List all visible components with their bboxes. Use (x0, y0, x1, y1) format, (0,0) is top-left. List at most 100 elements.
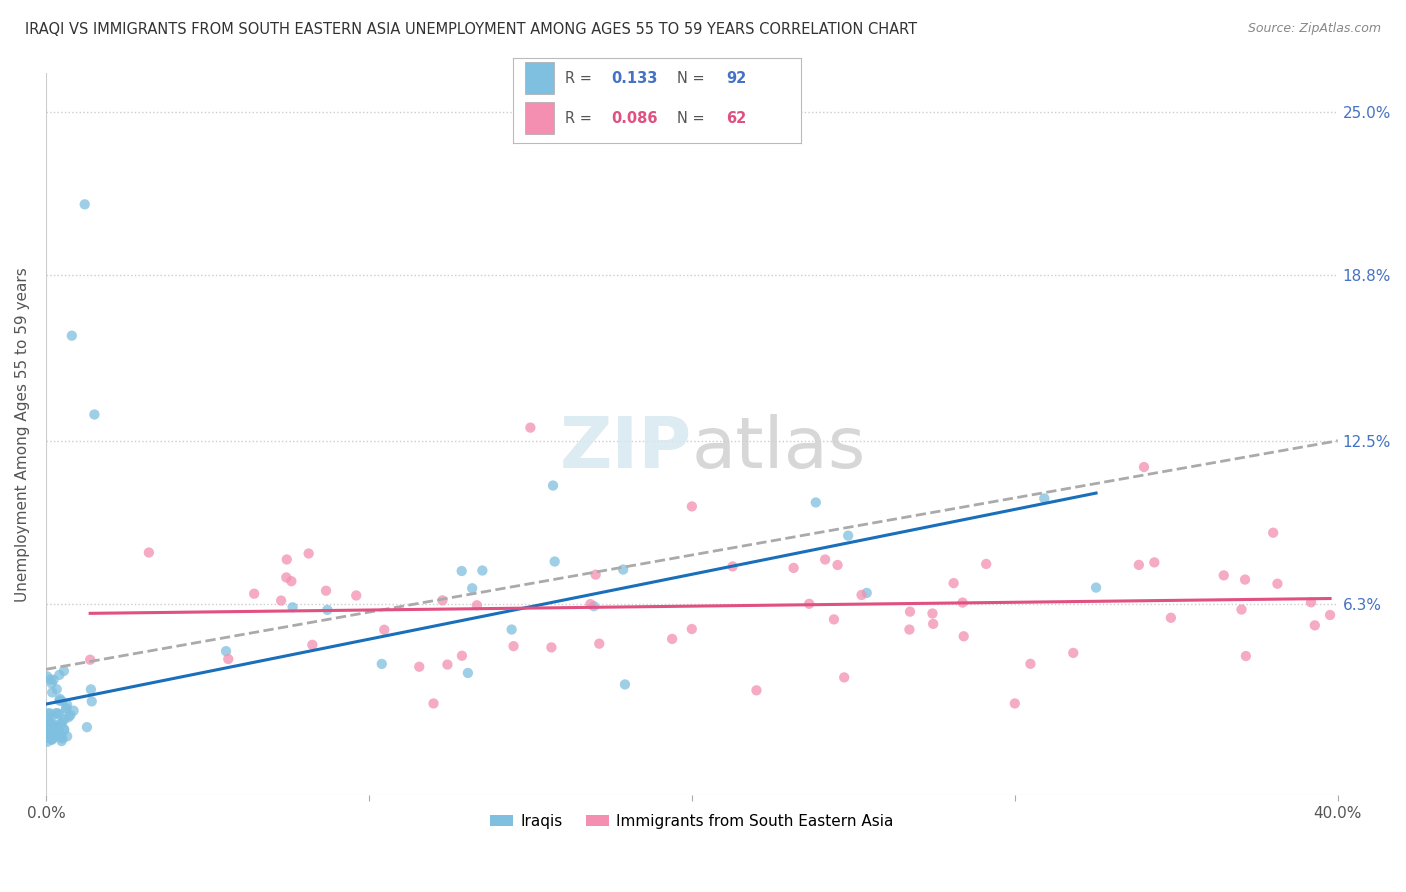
Point (37, 669, 59, 683)
Point (55, 701, 77, 715)
Point (408, 659, 430, 673)
Point (898, 605, 921, 619)
Point (39, 728, 62, 742)
Point (56, 698, 79, 712)
Point (942, 576, 965, 591)
Point (921, 607, 943, 621)
Point (1133, 460, 1156, 475)
Point (501, 623, 523, 637)
Point (1062, 646, 1084, 660)
Point (42, 719, 65, 733)
Point (1299, 595, 1322, 609)
Point (502, 639, 524, 653)
Point (51, 734, 73, 748)
Point (58, 710, 80, 724)
Text: atlas: atlas (692, 414, 866, 483)
Point (215, 644, 238, 658)
Point (38, 724, 60, 739)
Bar (524, 62, 554, 95)
Point (48, 668, 70, 682)
Point (721, 559, 744, 574)
Point (39, 721, 62, 735)
Point (451, 648, 474, 663)
Point (35, 721, 58, 735)
Point (1212, 568, 1234, 582)
Point (49, 729, 72, 743)
Point (1267, 576, 1289, 591)
Point (344, 589, 367, 603)
Point (952, 596, 974, 610)
Point (48, 691, 70, 706)
Point (1033, 491, 1056, 506)
Point (37, 713, 59, 727)
Point (799, 597, 821, 611)
Point (1019, 657, 1042, 671)
Point (39, 673, 62, 687)
Point (49, 730, 72, 744)
Point (243, 587, 266, 601)
Point (39, 731, 62, 746)
Point (298, 547, 321, 561)
Point (450, 564, 472, 578)
Point (60, 328, 83, 343)
Point (37, 706, 59, 721)
Point (46, 706, 69, 721)
Point (138, 545, 160, 559)
Point (73, 197, 96, 211)
Point (1085, 581, 1108, 595)
Point (541, 478, 564, 492)
Point (851, 588, 873, 602)
Point (46, 724, 69, 739)
Point (37, 727, 59, 741)
Point (48, 720, 70, 734)
Point (51, 731, 73, 746)
Point (276, 570, 298, 584)
Point (35, 722, 58, 736)
Point (519, 420, 541, 434)
Point (38, 717, 60, 731)
Point (46, 723, 69, 738)
Point (41, 685, 63, 699)
Point (281, 600, 304, 615)
Point (51, 694, 73, 708)
Point (37, 731, 59, 745)
Point (432, 593, 454, 607)
Point (540, 640, 562, 655)
Point (855, 586, 877, 600)
Point (681, 500, 703, 514)
Point (612, 562, 634, 576)
Point (837, 528, 859, 542)
Point (42, 673, 65, 687)
Point (898, 623, 921, 637)
Point (457, 665, 479, 680)
Text: 0.086: 0.086 (612, 111, 658, 126)
Point (952, 629, 974, 643)
Point (41, 709, 63, 723)
Point (44, 718, 66, 732)
Point (35, 729, 58, 743)
Point (922, 616, 945, 631)
Point (217, 652, 239, 666)
Point (588, 637, 610, 651)
Point (53, 723, 76, 738)
Point (782, 561, 804, 575)
Point (53, 712, 76, 726)
Point (41, 676, 63, 690)
Point (745, 683, 768, 698)
Point (37, 721, 59, 735)
Point (614, 677, 637, 691)
Point (661, 632, 683, 646)
Point (37, 724, 59, 739)
Point (316, 603, 339, 617)
Point (1230, 602, 1253, 616)
Legend: Iraqis, Immigrants from South Eastern Asia: Iraqis, Immigrants from South Eastern As… (484, 807, 900, 835)
Point (80, 694, 103, 708)
Point (582, 599, 605, 614)
Text: 92: 92 (727, 70, 747, 86)
Text: N =: N = (678, 70, 704, 86)
Point (301, 638, 323, 652)
Point (79, 653, 101, 667)
Point (461, 581, 484, 595)
Text: ZIP: ZIP (560, 414, 692, 483)
Point (1004, 697, 1026, 711)
